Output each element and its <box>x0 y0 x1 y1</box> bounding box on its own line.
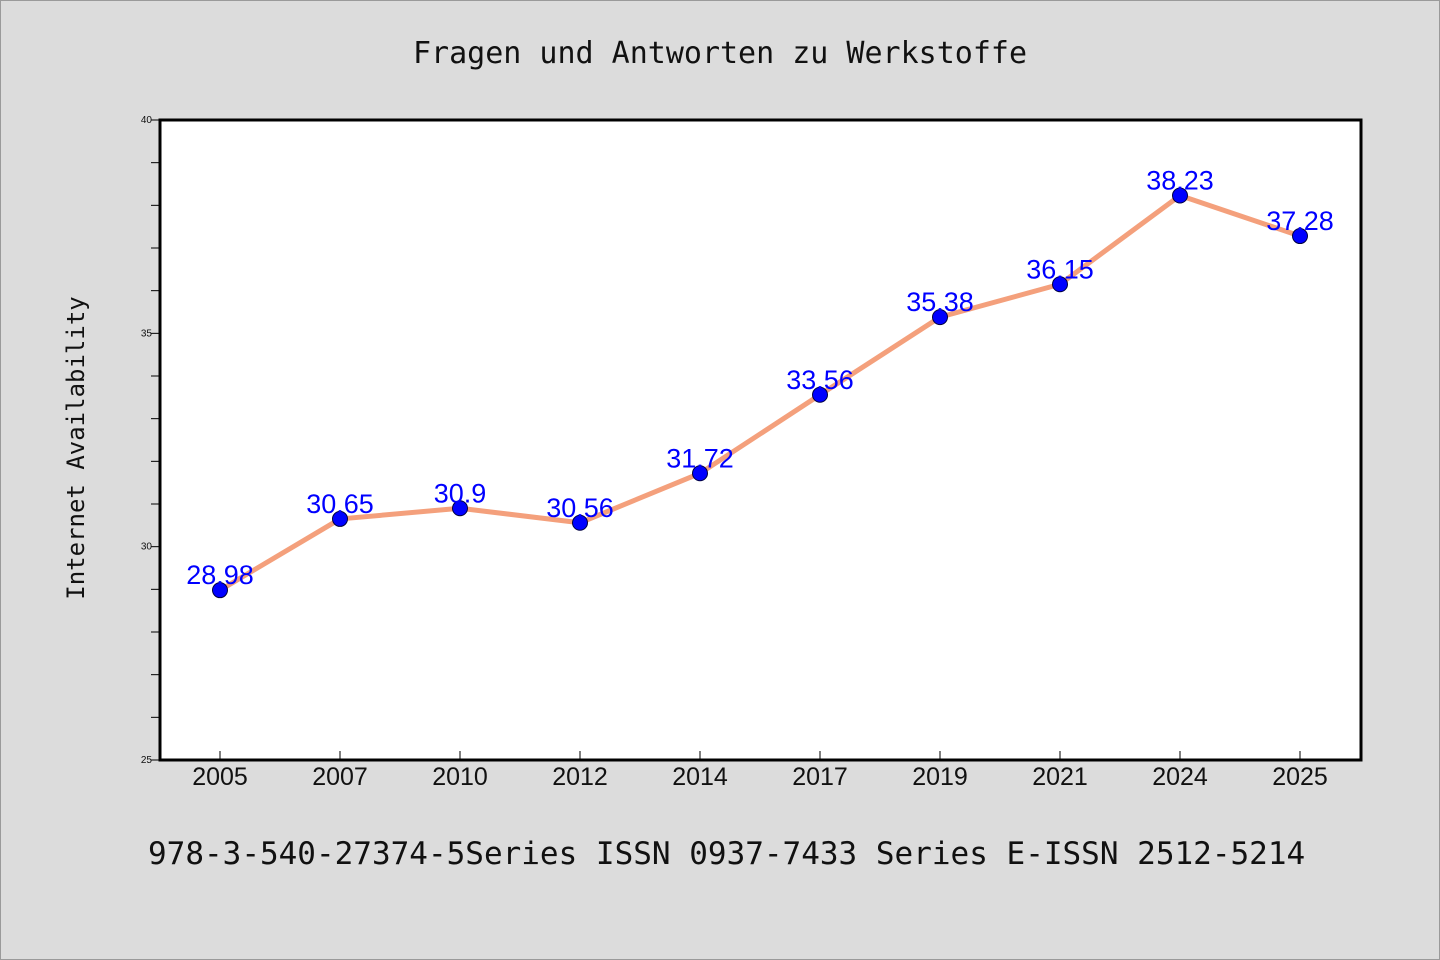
y-tick-label: 35 <box>141 328 153 339</box>
data-point-marker <box>1172 187 1188 204</box>
data-value-label: 38.23 <box>1146 166 1214 196</box>
x-tick-label: 2019 <box>912 763 968 791</box>
data-value-label: 30.56 <box>546 493 614 523</box>
data-value-label: 30.9 <box>434 478 487 508</box>
data-value-label: 33.56 <box>786 365 854 395</box>
data-point-marker <box>1292 228 1308 245</box>
data-point-marker <box>812 386 828 403</box>
data-value-label: 35.38 <box>906 287 974 317</box>
y-tick-label: 40 <box>141 115 153 126</box>
y-axis-ticks: 25 30 35 40 <box>141 115 160 766</box>
data-point-marker <box>1052 276 1068 293</box>
data-point-marker <box>932 309 948 326</box>
data-point-marker <box>692 465 708 482</box>
y-axis-label: Internet Availability <box>62 296 90 599</box>
x-tick-label: 2007 <box>312 763 368 791</box>
x-tick-label: 2024 <box>1152 763 1208 791</box>
x-tick-label: 2017 <box>792 763 848 791</box>
data-value-label: 31.72 <box>666 443 734 473</box>
x-tick-label: 2010 <box>432 763 488 791</box>
y-tick-label: 25 <box>141 755 153 766</box>
series-line <box>217 193 1303 593</box>
x-tick-label: 2005 <box>192 763 248 791</box>
data-value-label: 36.15 <box>1026 254 1094 284</box>
data-point-marker <box>332 510 348 527</box>
data-labels: 28.98 30.65 30.9 30.56 31.72 33.56 35.38 36.15 3… <box>186 166 1334 591</box>
chart-title: Fragen und Antworten zu Werkstoffe <box>413 36 1027 71</box>
x-axis-ticks: 2005 2007 2010 2012 2014 2017 2019 2021 2024 2025 <box>192 751 1328 791</box>
footer-isbn-text: 978-3-540-27374-5Series ISSN 0937-7433 S… <box>148 836 1305 872</box>
data-value-label: 28.98 <box>186 560 254 590</box>
data-point-marker <box>452 500 468 517</box>
data-value-label: 37.28 <box>1266 206 1334 236</box>
x-tick-label: 2012 <box>552 763 608 791</box>
plot-area <box>158 118 1363 762</box>
data-point-marker <box>572 514 588 531</box>
data-point-marker <box>212 582 228 599</box>
x-tick-label: 2021 <box>1032 763 1088 791</box>
x-tick-label: 2025 <box>1272 763 1328 791</box>
data-series <box>212 187 1308 599</box>
x-tick-label: 2014 <box>672 763 728 791</box>
y-tick-label: 30 <box>141 542 153 553</box>
data-value-label: 30.65 <box>306 489 374 519</box>
